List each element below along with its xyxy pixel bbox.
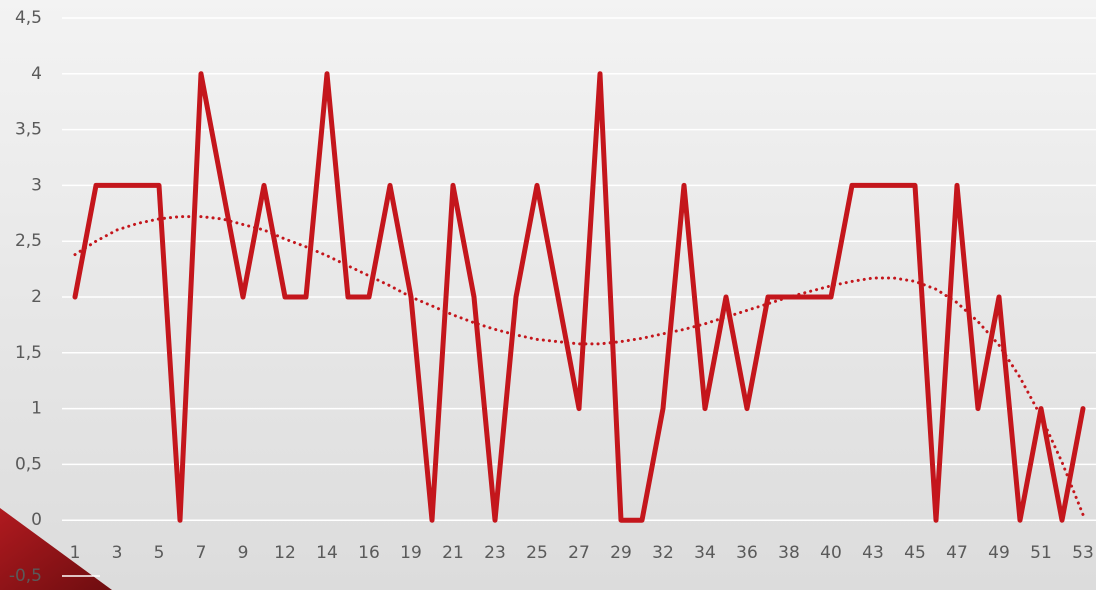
y-tick-label: 3 bbox=[31, 175, 42, 195]
y-tick-label: 1 bbox=[31, 399, 42, 419]
x-tick-label: 47 bbox=[946, 543, 968, 563]
x-tick-label: 45 bbox=[904, 543, 926, 563]
x-tick-label: 19 bbox=[400, 543, 422, 563]
y-tick-label: 2,5 bbox=[15, 231, 42, 251]
y-tick-label: 4 bbox=[31, 64, 42, 84]
x-tick-label: 9 bbox=[238, 543, 249, 563]
x-tick-label: 21 bbox=[442, 543, 464, 563]
x-tick-label: 43 bbox=[862, 543, 884, 563]
x-tick-label: 23 bbox=[484, 543, 506, 563]
x-tick-label: 34 bbox=[694, 543, 716, 563]
x-tick-label: 3 bbox=[112, 543, 123, 563]
x-tick-label: 32 bbox=[652, 543, 674, 563]
x-tick-label: 51 bbox=[1030, 543, 1052, 563]
x-tick-label: 12 bbox=[274, 543, 296, 563]
x-tick-label: 29 bbox=[610, 543, 632, 563]
y-tick-label: -0,5 bbox=[9, 566, 42, 586]
y-tick-label: 2 bbox=[31, 287, 42, 307]
x-tick-label: 38 bbox=[778, 543, 800, 563]
y-tick-label: 3,5 bbox=[15, 120, 42, 140]
x-tick-label: 7 bbox=[196, 543, 207, 563]
x-tick-label: 1 bbox=[70, 543, 81, 563]
x-tick-label: 5 bbox=[154, 543, 165, 563]
data-line bbox=[72, 71, 1086, 523]
x-tick-label: 25 bbox=[526, 543, 548, 563]
x-tick-label: 27 bbox=[568, 543, 590, 563]
x-tick-label: 53 bbox=[1072, 543, 1094, 563]
y-tick-label: 4,5 bbox=[15, 8, 42, 28]
y-tick-label: 0,5 bbox=[15, 454, 42, 474]
y-tick-label: 0 bbox=[31, 510, 42, 530]
x-tick-label: 40 bbox=[820, 543, 842, 563]
x-tick-label: 36 bbox=[736, 543, 758, 563]
x-tick-label: 49 bbox=[988, 543, 1010, 563]
x-tick-label: 16 bbox=[358, 543, 380, 563]
trend-line bbox=[73, 215, 1085, 517]
corner-decoration bbox=[0, 508, 112, 590]
y-tick-label: 1,5 bbox=[15, 343, 42, 363]
x-tick-label: 14 bbox=[316, 543, 338, 563]
